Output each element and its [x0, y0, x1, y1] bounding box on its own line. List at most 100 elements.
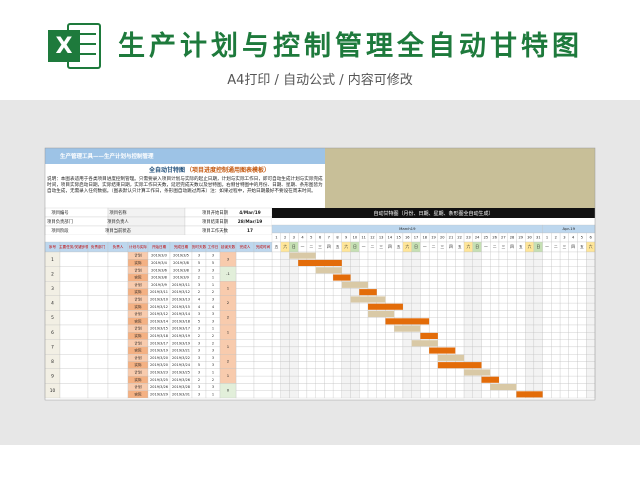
- cell: [428, 390, 439, 399]
- cell: [437, 259, 447, 267]
- task-work: 1: [212, 370, 214, 374]
- cell: [359, 368, 369, 377]
- cell: [271, 368, 281, 377]
- cell: [463, 295, 473, 304]
- cell: [490, 346, 500, 355]
- cell: [253, 361, 273, 369]
- cell: [324, 324, 334, 333]
- cell: [472, 273, 482, 282]
- cell: [280, 310, 290, 318]
- cell: [525, 266, 535, 275]
- task-work: 3: [212, 356, 214, 360]
- cell: [298, 317, 308, 326]
- cell: [306, 295, 316, 304]
- info-label: 项目名称: [109, 209, 127, 216]
- cell: [367, 354, 377, 362]
- cell: [341, 317, 351, 326]
- day-number: 30: [527, 236, 532, 240]
- cell: [235, 288, 255, 296]
- cell: [516, 288, 526, 296]
- column-header: 负责人: [113, 244, 124, 249]
- grid: 项目编号 项目名称 项目开始日期 4/Mar/19 项目负责部门 项目负责人 项目结束日期 2…: [44, 147, 596, 401]
- cell: [411, 354, 421, 362]
- cell: [577, 295, 587, 304]
- cell: [350, 361, 360, 369]
- cell: [463, 281, 473, 289]
- cell: [586, 310, 596, 318]
- cell: [59, 368, 89, 384]
- cell: [507, 317, 517, 326]
- day-number: 28: [510, 236, 515, 240]
- cell: [516, 375, 526, 384]
- cell: [350, 266, 360, 275]
- cell: [107, 339, 129, 355]
- cell: [324, 354, 334, 362]
- cell: [455, 266, 465, 275]
- cell: [533, 302, 543, 311]
- cell: [437, 302, 447, 311]
- cell: [341, 324, 351, 333]
- cell: [551, 259, 561, 267]
- task-work: 3: [212, 319, 214, 323]
- task-work: 2: [212, 334, 214, 338]
- cell: [551, 368, 561, 377]
- cell: [402, 288, 412, 296]
- task-start: 2019/3/11: [150, 290, 168, 294]
- cell: [490, 251, 500, 260]
- cell: [481, 310, 491, 318]
- cell: [289, 288, 299, 296]
- cell: [568, 273, 578, 282]
- cell: [507, 281, 517, 289]
- cell: [428, 354, 439, 362]
- cell: [446, 302, 456, 311]
- cell: [490, 310, 500, 318]
- cell: [376, 324, 386, 333]
- cell: [533, 310, 543, 318]
- cell: [385, 266, 395, 275]
- task-days: 3: [198, 283, 200, 287]
- cell: [376, 266, 386, 275]
- cell: [394, 310, 404, 318]
- cell: [577, 310, 587, 318]
- cell: [525, 354, 535, 362]
- cell: [420, 354, 430, 362]
- task-days: 3: [198, 356, 200, 360]
- weekday: 四: [449, 244, 453, 249]
- cell: [253, 251, 273, 260]
- cell: [490, 295, 500, 304]
- cell: [472, 288, 482, 296]
- cell: [577, 390, 587, 399]
- cell: [271, 281, 281, 289]
- cell: [542, 361, 552, 369]
- cell: [376, 288, 386, 296]
- cell: [332, 295, 342, 304]
- sheet-title: 全自动甘特图: [148, 166, 185, 174]
- plan-bar: [490, 384, 517, 391]
- day-number: 10: [353, 236, 358, 240]
- cell: [402, 251, 412, 260]
- cell: [463, 339, 473, 348]
- cell: [324, 295, 334, 304]
- cell: [437, 317, 447, 326]
- cell: [332, 310, 342, 318]
- cell: [437, 288, 447, 296]
- cell: [359, 332, 369, 340]
- task-delay: 2: [227, 359, 230, 364]
- cell: [481, 354, 491, 362]
- cell: [332, 368, 342, 377]
- cell: [525, 368, 535, 377]
- task-work: 4: [212, 305, 215, 309]
- task-days: 3: [198, 349, 200, 353]
- task-end: 2019/3/24: [172, 363, 191, 367]
- task-no: 4: [51, 301, 54, 307]
- cell: [533, 317, 543, 326]
- plan-bar: [341, 281, 369, 288]
- cell: [525, 251, 535, 260]
- cell: [59, 310, 89, 326]
- cell: [298, 310, 308, 318]
- cell: [446, 251, 456, 260]
- cell: [420, 346, 430, 355]
- cell: [481, 317, 491, 326]
- task-end: 2019/3/19: [172, 341, 190, 345]
- cell: [376, 368, 386, 377]
